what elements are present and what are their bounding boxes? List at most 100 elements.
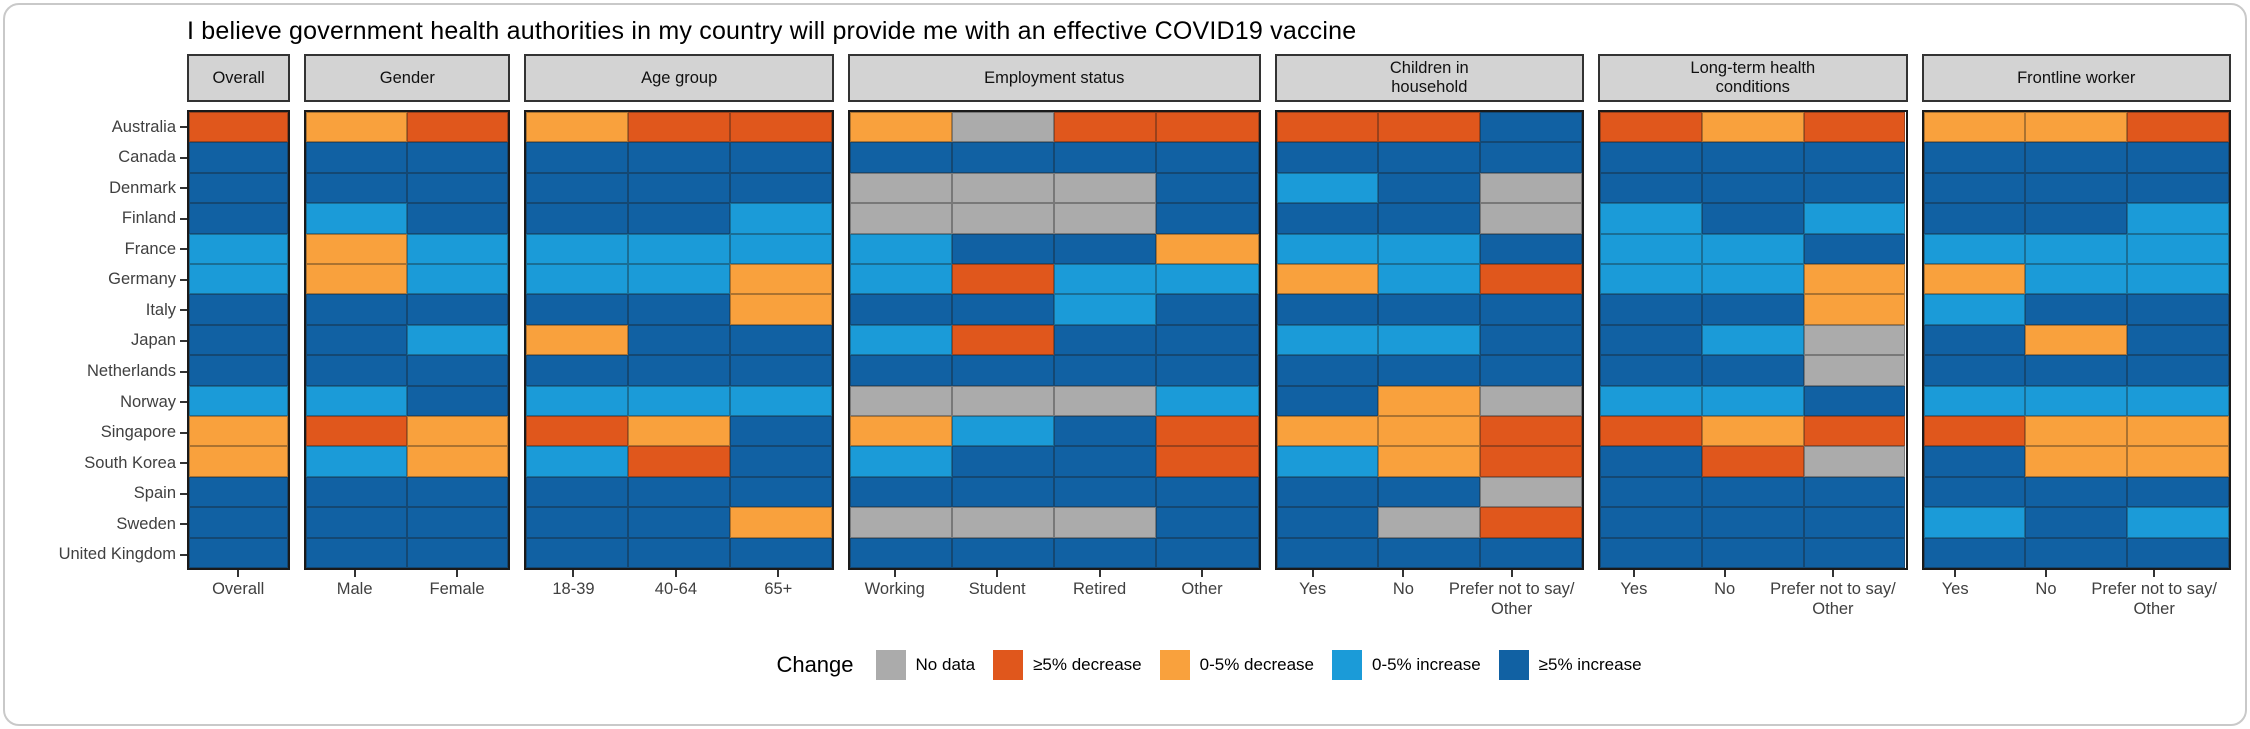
x-labels-employment-status: Working Student Retired Other	[844, 570, 1254, 620]
heatmap-cell-australia-yes	[1600, 112, 1702, 143]
y-tick	[180, 126, 187, 129]
heatmap-cell-finland-no	[2025, 203, 2128, 234]
heatmap-cell-south-korea-65	[730, 446, 832, 477]
heatmap-cell-singapore-prefer-not-to-say	[2127, 415, 2229, 447]
heatmap-cell-france-overall	[189, 233, 289, 264]
x-label-yes: Yes	[1910, 570, 2001, 620]
heatmap-cell-japan-student	[952, 324, 1055, 356]
heatmap-cell-germany-prefer-not-to-say	[1803, 263, 1906, 295]
x-label-prefer-not-to-say: Prefer not to say/ Other	[1770, 570, 1896, 620]
heatmap-cell-sweden-40-64	[628, 507, 731, 538]
legend-swatch-no-data	[875, 649, 906, 680]
heatmap-cell-netherlands-18-39	[526, 355, 629, 386]
x-label-no: No	[1358, 570, 1449, 620]
y-tick	[180, 431, 187, 434]
heatmap-cell-canada-female	[407, 142, 509, 173]
heatmap-cell-netherlands-40-64	[628, 355, 731, 386]
heatmap-cell-south-korea-working	[849, 446, 953, 477]
heatmap-cell-germany-retired	[1054, 263, 1157, 295]
heatmap-cell-germany-40-64	[628, 263, 731, 295]
heatmap-cell-denmark-18-39	[526, 172, 629, 204]
heatmap-cell-finland-student	[952, 203, 1055, 234]
heatmap-cell-south-korea-prefer-not-to-say	[2127, 446, 2229, 477]
heatmap-cell-canada-working	[849, 142, 953, 173]
heatmap-cell-spain-yes	[1600, 476, 1702, 508]
heatmap-cell-germany-prefer-not-to-say	[2127, 263, 2229, 295]
heatmap-cell-south-korea-40-64	[628, 446, 731, 477]
heatmap-cell-spain-40-64	[628, 476, 731, 508]
heatmap-cell-denmark-no	[2025, 172, 2128, 204]
heatmap-cell-germany-no	[1701, 263, 1804, 295]
heatmap-cell-germany-working	[849, 263, 953, 295]
heatmap-cell-norway-18-39	[526, 385, 629, 416]
heatmap-cell-singapore-no	[2025, 415, 2128, 447]
heatmap-cell-netherlands-no	[2025, 355, 2128, 386]
row-label-netherlands: Netherlands	[5, 356, 187, 387]
heatmap-cell-denmark-overall	[189, 172, 289, 204]
heatmap-cell-singapore-yes	[1923, 415, 2026, 447]
heatmap-cell-germany-male	[306, 263, 408, 295]
heatmap-cell-italy-yes	[1600, 294, 1702, 325]
heatmap-cell-canada-prefer-not-to-say	[1480, 142, 1583, 173]
heatmap-cell-south-korea-other	[1156, 446, 1259, 477]
heatmap-cell-australia-working	[849, 112, 953, 143]
legend-items: No data ≥5% decrease 0-5% decrease 0-5% inc…	[875, 649, 1642, 680]
x-tick	[237, 570, 240, 577]
x-tick	[1831, 570, 1834, 577]
heatmap-cell-spain-male	[306, 476, 408, 508]
y-axis-header-spacer	[5, 54, 187, 112]
legend-item-5-increase: ≥5% increase	[1498, 649, 1642, 680]
heatmap-cell-germany-prefer-not-to-say	[1480, 263, 1583, 295]
panel-children-in-household: Children in household	[1274, 54, 1585, 570]
legend-item-0-5-decrease: 0-5% decrease	[1159, 649, 1314, 680]
panel-overall: Overall	[187, 54, 291, 570]
heatmap-cell-japan-prefer-not-to-say	[2127, 324, 2229, 356]
heatmap-cell-united-kingdom-prefer-not-to-say	[2127, 537, 2229, 568]
heatmap-cell-germany-yes	[1923, 263, 2026, 295]
heatmap-cell-japan-female	[407, 324, 509, 356]
x-tick	[1510, 570, 1513, 577]
heatmap-cell-germany-65	[730, 263, 832, 295]
legend-label: 0-5% decrease	[1199, 654, 1314, 674]
heatmap-cell-finland-prefer-not-to-say	[1803, 203, 1906, 234]
y-tick	[180, 248, 187, 251]
heatmap-cell-france-prefer-not-to-say	[1803, 233, 1906, 264]
heatmap-cell-norway-overall	[189, 385, 289, 416]
x-label-no: No	[1679, 570, 1770, 620]
heatmap-cell-finland-no	[1701, 203, 1804, 234]
heatmap-cell-italy-retired	[1054, 294, 1157, 325]
heatmap-cell-italy-prefer-not-to-say	[2127, 294, 2229, 325]
heatmap-cell-spain-working	[849, 476, 953, 508]
heatmap-cell-netherlands-prefer-not-to-say	[1480, 355, 1583, 386]
heatmap-cell-italy-no	[1701, 294, 1804, 325]
heatmap-cell-sweden-no	[2025, 507, 2128, 538]
heatmap-cell-sweden-overall	[189, 507, 289, 538]
chart-title: I believe government health authorities …	[187, 17, 1357, 45]
heatmap-cell-australia-student	[952, 112, 1055, 143]
row-label-canada: Canada	[5, 143, 187, 174]
heatmap-cell-canada-student	[952, 142, 1055, 173]
panel-header-employment-status: Employment status	[847, 54, 1261, 102]
heatmap-cell-italy-65	[730, 294, 832, 325]
heatmap-cell-norway-retired	[1054, 385, 1157, 416]
heatmap-cell-italy-student	[952, 294, 1055, 325]
x-labels-overall: Overall	[187, 570, 289, 620]
heatmap-cell-denmark-yes	[1600, 172, 1702, 204]
y-tick	[180, 553, 187, 556]
y-tick	[180, 217, 187, 220]
x-labels-children-in-household: Yes No Prefer not to say/ Other	[1267, 570, 1574, 620]
heatmap-cell-united-kingdom-40-64	[628, 537, 731, 568]
heatmap-cell-finland-retired	[1054, 203, 1157, 234]
heatmap-cell-spain-female	[407, 476, 509, 508]
legend-swatch-5-decrease	[993, 649, 1024, 680]
heatmap-cell-france-working	[849, 233, 953, 264]
heatmap-cell-sweden-working	[849, 507, 953, 538]
heatmap-cell-norway-no	[1378, 385, 1481, 416]
heatmap-cell-netherlands-yes	[1600, 355, 1702, 386]
heatmap-cell-italy-male	[306, 294, 408, 325]
x-tick	[572, 570, 575, 577]
heatmap-cell-united-kingdom-no	[1701, 537, 1804, 568]
heatmap-cell-france-student	[952, 233, 1055, 264]
heatmap-cell-denmark-female	[407, 172, 509, 204]
heatmap-cell-south-korea-prefer-not-to-say	[1480, 446, 1583, 477]
